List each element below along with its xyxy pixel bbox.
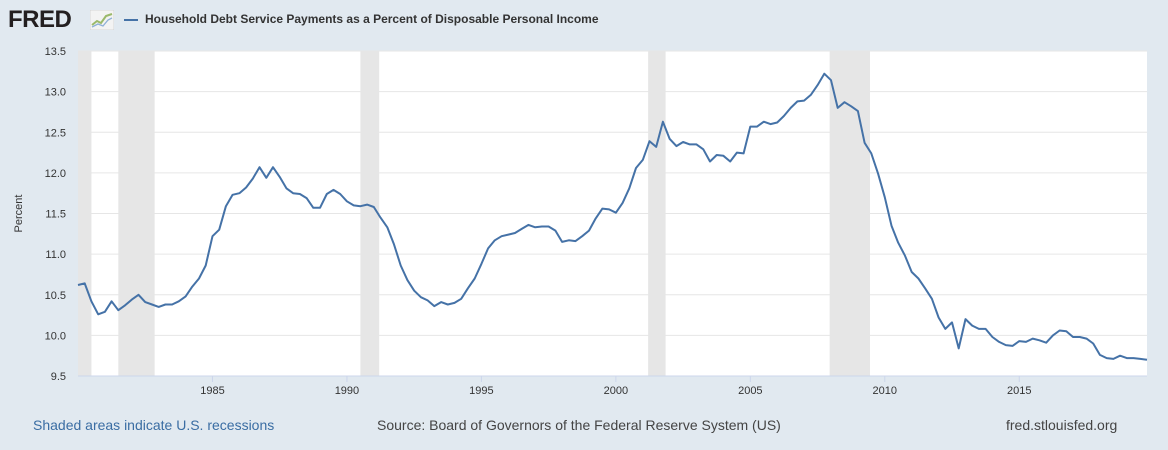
fred-logo[interactable]: FRED [8, 6, 72, 33]
x-tick-label: 2015 [1007, 385, 1031, 397]
fred-graph-icon [90, 10, 114, 30]
x-tick-label: 2005 [738, 385, 762, 397]
y-axis-title: Percent [13, 195, 25, 233]
x-tick-label: 1990 [335, 385, 359, 397]
legend-swatch [124, 19, 138, 21]
line-chart: 9.5 10.0 10.5 11.0 11.5 12.0 12.5 13.0 13.5 1985 1… [13, 46, 1148, 397]
site-url: fred.stlouisfed.org [1006, 417, 1118, 433]
chart-header: FRED Household Debt Service Payments as … [0, 0, 1168, 40]
y-tick-label: 9.5 [51, 371, 66, 383]
recession-note-link[interactable]: Shaded areas indicate U.S. recessions [33, 417, 275, 433]
y-tick-label: 12.5 [45, 127, 66, 139]
y-tick-label: 13.0 [45, 87, 66, 99]
x-tick-label: 1995 [469, 385, 493, 397]
y-tick-label: 10.5 [45, 290, 66, 302]
y-tick-label: 11.5 [45, 209, 66, 221]
x-tick-label: 2000 [604, 385, 628, 397]
source-note: Source: Board of Governors of the Federa… [377, 417, 781, 433]
chart-title: Household Debt Service Payments as a Per… [145, 12, 599, 26]
y-tick-label: 11.0 [45, 249, 66, 261]
y-tick-label: 10.0 [45, 330, 66, 342]
x-tick-label: 2010 [873, 385, 897, 397]
x-tick-label: 1985 [200, 385, 224, 397]
y-tick-label: 12.0 [45, 168, 66, 180]
y-tick-label: 13.5 [45, 46, 66, 58]
series-line [77, 72, 1148, 361]
